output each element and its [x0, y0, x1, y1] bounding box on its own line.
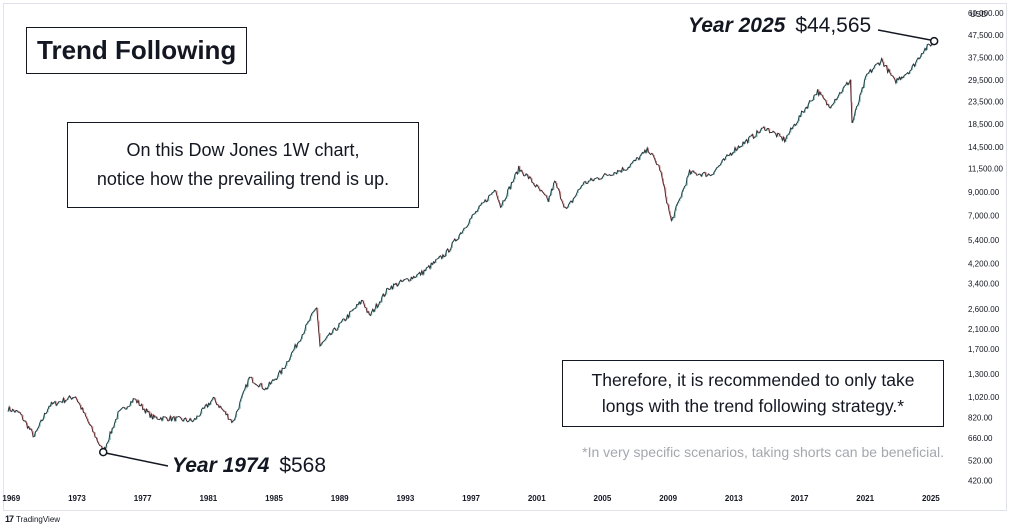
- y-tick-label: 29,500.00: [968, 76, 1004, 85]
- price-series: [7, 40, 935, 455]
- y-tick-label: 2,600.00: [968, 305, 1000, 314]
- x-tick-label: 1977: [134, 494, 152, 503]
- y-tick-label: 4,200.00: [968, 260, 1000, 269]
- x-tick-label: 1997: [462, 494, 480, 503]
- y-tick-label: 23,500.00: [968, 97, 1004, 106]
- currency-label: USD: [970, 10, 987, 19]
- y-tick-label: 520.00: [968, 456, 993, 465]
- y-tick-label: 1,700.00: [968, 345, 1000, 354]
- x-tick-label: 1973: [68, 494, 86, 503]
- x-tick-label: 2009: [659, 494, 677, 503]
- x-tick-label: 2013: [725, 494, 743, 503]
- x-tick-label: 2017: [791, 494, 809, 503]
- brand-name: TradingView: [16, 514, 61, 524]
- y-tick-label: 5,400.00: [968, 236, 1000, 245]
- x-tick-label: 2021: [856, 494, 874, 503]
- y-tick-label: 1,300.00: [968, 370, 1000, 379]
- y-tick-label: 7,000.00: [968, 212, 1000, 221]
- annotation-2025-year: Year 2025: [688, 14, 786, 37]
- pointer-line-2025: [877, 29, 932, 41]
- x-tick-label: 2005: [594, 494, 612, 503]
- y-tick-label: 820.00: [968, 414, 993, 423]
- time-axis[interactable]: 1969 1973 1977 1981 1985 1989 1993 1997 2001 2005…: [2, 494, 940, 503]
- y-tick-label: 37,500.00: [968, 53, 1004, 62]
- annotation-markers: [98, 29, 939, 467]
- tradingview-logo-icon: 17: [5, 514, 14, 524]
- y-tick-label: 660.00: [968, 434, 993, 443]
- note-box: On this Dow Jones 1W chart, notice how t…: [67, 122, 419, 208]
- y-tick-label: 47,500.00: [968, 31, 1004, 40]
- brand[interactable]: 17 TradingView: [5, 514, 60, 524]
- annotation-2025: Year 2025 $44,565: [688, 14, 871, 38]
- note-line-2: notice how the prevailing trend is up.: [96, 169, 390, 189]
- y-tick-label: 60,000.00: [968, 9, 1004, 18]
- y-tick-label: 11,500.00: [968, 165, 1004, 174]
- footnote: *In very specific scenarios, taking shor…: [582, 444, 944, 460]
- note-line-1: On this Dow Jones 1W chart,: [126, 140, 360, 160]
- x-tick-label: 2001: [528, 494, 546, 503]
- price-line: [7, 40, 935, 455]
- x-tick-label: 1969: [2, 494, 20, 503]
- pointer-line-1974: [106, 452, 169, 467]
- y-tick-label: 14,500.00: [968, 143, 1004, 152]
- annotation-1974-year: Year 1974: [172, 454, 270, 477]
- x-tick-label: 1993: [396, 494, 414, 503]
- y-tick-label: 1,020.00: [968, 393, 1000, 402]
- annotation-1974: Year 1974 $568: [172, 454, 326, 478]
- annotation-2025-price: $44,565: [795, 14, 872, 37]
- recommendation-line-2: longs with the trend following strategy.…: [601, 396, 905, 416]
- x-tick-label: 1989: [331, 494, 349, 503]
- y-tick-label: 18,500.00: [968, 120, 1004, 129]
- marker-1974: [98, 447, 108, 457]
- x-tick-label: 2025: [922, 494, 940, 503]
- recommendation-line-1: Therefore, it is recommended to only tak…: [591, 370, 915, 390]
- marker-2025: [929, 36, 939, 46]
- y-tick-label: 3,400.00: [968, 280, 1000, 289]
- recommendation-box: Therefore, it is recommended to only tak…: [562, 360, 944, 427]
- chart-title: Trend Following: [26, 27, 248, 74]
- y-tick-label: 420.00: [968, 477, 993, 486]
- x-tick-label: 1985: [265, 494, 283, 503]
- annotation-1974-price: $568: [279, 454, 327, 477]
- y-tick-label: 2,100.00: [968, 325, 1000, 334]
- y-tick-label: 9,000.00: [968, 188, 1000, 197]
- x-tick-label: 1981: [199, 494, 217, 503]
